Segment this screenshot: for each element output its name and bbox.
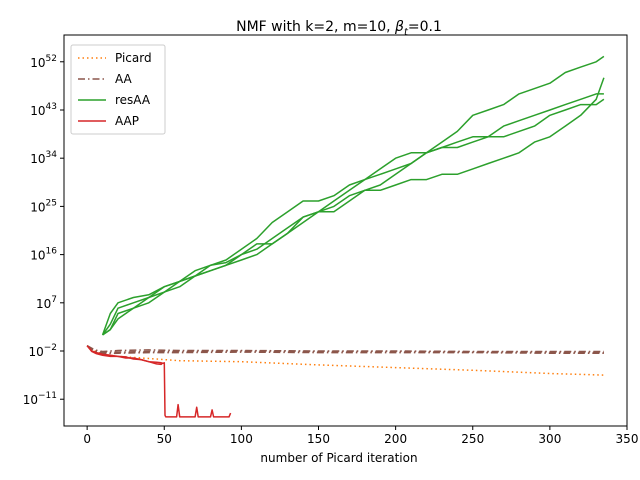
legend: Picard AA resAA AAP	[70, 44, 166, 135]
chart-title-prefix: NMF with k=2, m=10,	[236, 19, 395, 35]
x-axis-ticks: 0 50 100 150 200 250 300 350	[83, 426, 638, 446]
x-axis-label: number of Picard iteration	[260, 451, 417, 465]
plot-area	[86, 55, 605, 418]
chart-title: NMF with k=2, m=10, βt=0.1	[236, 19, 442, 38]
x-tick-label: 200	[384, 432, 407, 446]
chart-title-beta: β	[394, 19, 404, 35]
series-aap	[86, 345, 232, 418]
series-aa-run-1	[86, 345, 604, 354]
legend-label: resAA	[115, 93, 151, 107]
series-aa-run-2	[86, 345, 604, 353]
chart-title-beta-sub: t	[404, 27, 409, 38]
y-axis-ticks: 10−11 10−2 107 1016 1025 1034 1043 1052	[23, 54, 64, 407]
legend-item-resaa: resAA	[78, 93, 151, 107]
plot-frame	[63, 34, 628, 427]
series-resaa-run-3	[102, 98, 605, 336]
x-tick-label: 300	[538, 432, 561, 446]
series-resaa-run-1	[101, 77, 605, 336]
series-resaa	[101, 55, 605, 336]
x-tick-label: 350	[616, 432, 639, 446]
y-tick-label: 10−2	[28, 343, 57, 359]
x-tick-label: 250	[461, 432, 484, 446]
legend-item-aa: AA	[78, 72, 133, 86]
y-tick-label: 107	[36, 295, 57, 311]
y-tick-label: 1016	[30, 247, 57, 263]
y-tick-label: 1025	[30, 198, 57, 214]
series-resaa-run-2	[101, 55, 605, 336]
series-aap-run-2	[86, 345, 164, 366]
y-tick-label: 1034	[30, 150, 57, 166]
legend-box	[70, 44, 166, 135]
legend-label: Picard	[115, 51, 152, 65]
legend-label: AAP	[115, 114, 139, 128]
series-picard	[86, 345, 604, 376]
x-tick-label: 0	[83, 432, 91, 446]
series-resaa-run-4	[102, 93, 604, 336]
series-aa	[86, 345, 604, 355]
x-tick-label: 50	[157, 432, 172, 446]
y-tick-label: 1043	[30, 102, 57, 118]
legend-label: AA	[115, 72, 133, 86]
y-tick-label: 10−11	[23, 391, 57, 407]
series-picard-run-1	[86, 345, 604, 376]
x-tick-label: 150	[307, 432, 330, 446]
legend-item-aap: AAP	[78, 114, 139, 128]
y-tick-label: 1052	[30, 54, 57, 70]
chart-title-suffix: =0.1	[408, 19, 442, 35]
x-tick-label: 100	[230, 432, 253, 446]
legend-item-picard: Picard	[78, 51, 152, 65]
